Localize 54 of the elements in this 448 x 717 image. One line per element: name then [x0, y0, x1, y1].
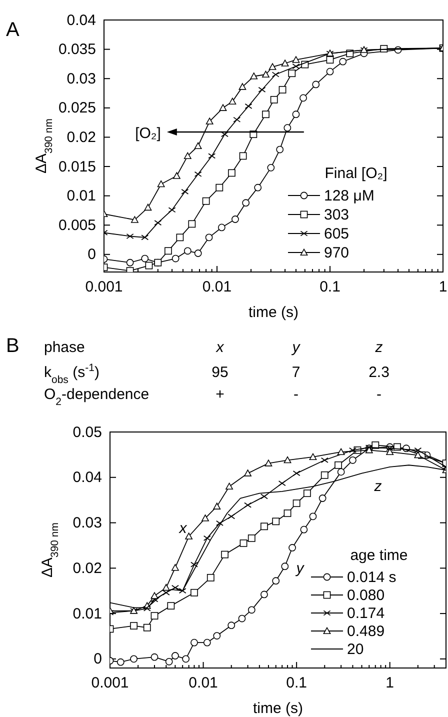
legend-label: 0.489 [347, 623, 385, 640]
legend-label: 20 [347, 641, 364, 658]
legend-title: Final [O₂] [324, 165, 388, 182]
y-tick-label: 0.035 [58, 41, 96, 58]
annotation: x [178, 520, 188, 537]
x-tick-label: 1 [386, 674, 394, 692]
text: - [376, 386, 382, 403]
annotation: z [373, 478, 382, 495]
annotation: [O₂] [135, 125, 161, 142]
y-tick-label: 0 [94, 650, 102, 668]
y-tick-label: 0.03 [72, 514, 102, 532]
y-tick-label: 0.02 [66, 129, 96, 146]
x-tick-label: 0.001 [85, 278, 123, 296]
y-tick-label: 0.01 [72, 605, 102, 622]
y-tick-label: 0.005 [58, 216, 96, 234]
x-tick-label: 0.01 [202, 278, 232, 296]
y-tick-label: 0.01 [66, 188, 96, 205]
legend-label: 0.174 [347, 605, 385, 622]
y-tick-label: 0.015 [58, 158, 96, 176]
y-tick-label: 0.04 [66, 12, 96, 29]
text: O$_{2}$-dependence [44, 386, 150, 408]
chart-title: B [6, 335, 20, 357]
text: z [374, 339, 384, 356]
text: 2.3 [368, 364, 390, 381]
text: 7 [292, 364, 300, 381]
y-tick-label: 0.05 [72, 424, 102, 441]
text: phase [44, 339, 85, 356]
legend-title: age time [350, 547, 408, 564]
legend-label: 0.080 [347, 587, 385, 604]
y-tick-label: 0.04 [72, 469, 102, 486]
text: k$_{obs}$ (s$^{-1}$) [44, 362, 100, 386]
y-tick-label: 0.03 [66, 70, 96, 88]
chart-title: A [6, 19, 20, 41]
legend-label: 128 μM [324, 188, 374, 204]
x-tick-label: 0.1 [286, 674, 307, 692]
x-axis-title: time (s) [248, 304, 298, 321]
annotation: y [295, 560, 306, 577]
text: + [216, 386, 225, 403]
legend-label: 303 [324, 206, 350, 224]
legend-label: 970 [324, 244, 350, 262]
x-tick-label: 0.001 [91, 674, 129, 692]
x-axis-title: time (s) [253, 700, 303, 717]
y-tick-label: 0.025 [58, 100, 96, 117]
x-tick-label: 0.1 [320, 278, 340, 296]
text: - [294, 386, 298, 403]
y-tick-label: 0 [88, 246, 96, 264]
x-tick-label: 1 [438, 278, 448, 296]
text: y [291, 339, 302, 356]
text: 95 [212, 364, 228, 381]
x-tick-label: 0.01 [188, 674, 218, 692]
legend-label: 605 [324, 226, 350, 242]
text: x [215, 339, 224, 356]
legend-label: 0.014 s [347, 569, 396, 586]
y-tick-label: 0.02 [72, 560, 102, 577]
